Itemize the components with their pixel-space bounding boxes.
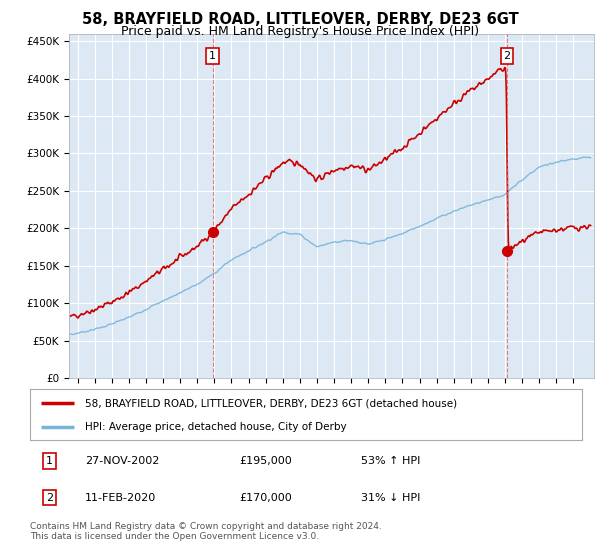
Text: 27-NOV-2002: 27-NOV-2002 [85,456,160,466]
Text: 2: 2 [503,51,511,61]
Text: 58, BRAYFIELD ROAD, LITTLEOVER, DERBY, DE23 6GT (detached house): 58, BRAYFIELD ROAD, LITTLEOVER, DERBY, D… [85,398,457,408]
Text: 1: 1 [209,51,216,61]
Text: 53% ↑ HPI: 53% ↑ HPI [361,456,421,466]
Text: £170,000: £170,000 [240,493,293,503]
Text: Contains HM Land Registry data © Crown copyright and database right 2024.
This d: Contains HM Land Registry data © Crown c… [30,522,382,542]
Text: 11-FEB-2020: 11-FEB-2020 [85,493,157,503]
Text: 58, BRAYFIELD ROAD, LITTLEOVER, DERBY, DE23 6GT: 58, BRAYFIELD ROAD, LITTLEOVER, DERBY, D… [82,12,518,27]
Text: HPI: Average price, detached house, City of Derby: HPI: Average price, detached house, City… [85,422,347,432]
Text: £195,000: £195,000 [240,456,293,466]
Text: 2: 2 [46,493,53,503]
Text: 31% ↓ HPI: 31% ↓ HPI [361,493,421,503]
Text: Price paid vs. HM Land Registry's House Price Index (HPI): Price paid vs. HM Land Registry's House … [121,25,479,38]
Text: 1: 1 [46,456,53,466]
